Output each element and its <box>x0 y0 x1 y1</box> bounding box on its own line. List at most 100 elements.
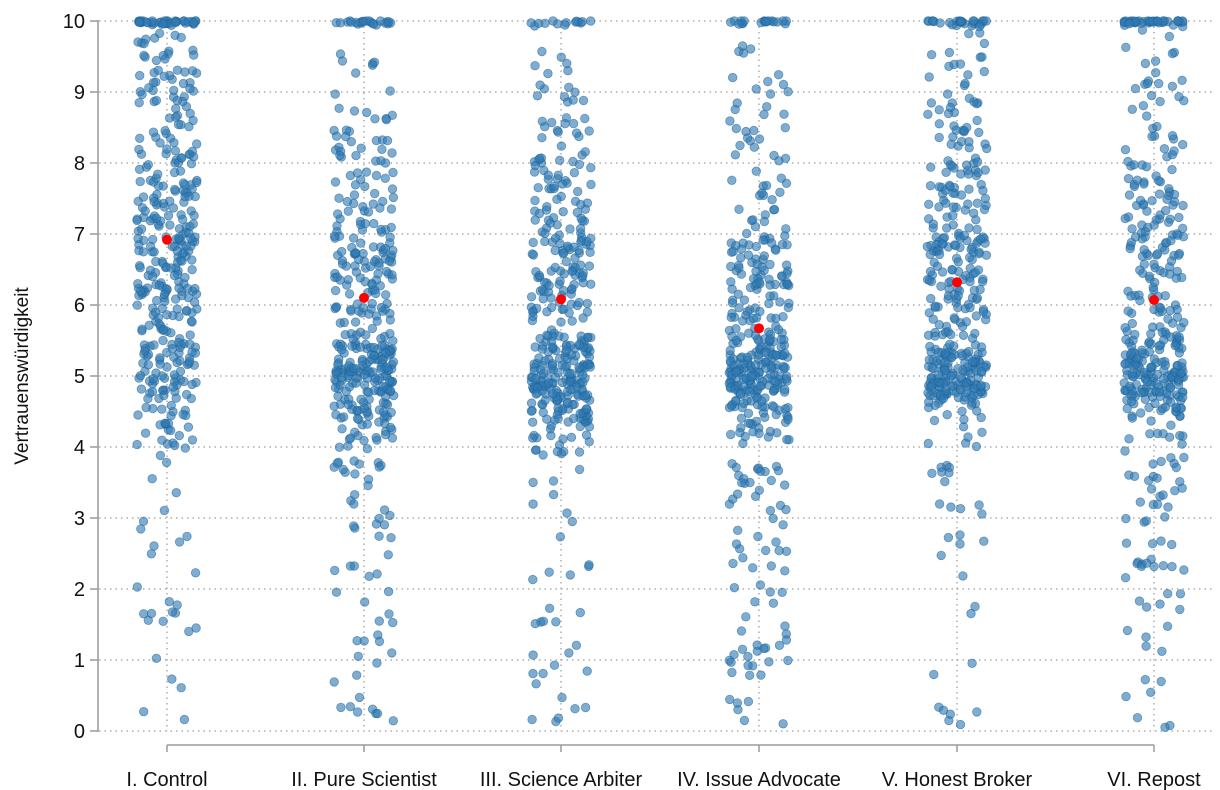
data-point <box>585 247 595 258</box>
data-point <box>538 450 548 460</box>
data-point <box>562 58 572 69</box>
data-point <box>538 616 549 627</box>
data-point <box>548 342 558 352</box>
data-point <box>934 119 945 129</box>
data-point <box>1140 58 1151 69</box>
data-point <box>979 66 990 77</box>
data-point <box>158 19 169 29</box>
data-point <box>956 372 966 382</box>
data-point <box>930 400 940 411</box>
data-point <box>766 561 777 571</box>
data-point <box>334 193 344 203</box>
data-point <box>332 458 343 468</box>
data-point <box>346 306 356 316</box>
data-point <box>567 516 578 527</box>
data-point <box>170 440 180 451</box>
data-point <box>330 89 340 99</box>
data-point <box>185 83 195 94</box>
data-point <box>349 561 360 571</box>
data-point <box>159 289 170 300</box>
data-point <box>1170 340 1180 351</box>
data-point <box>190 568 201 578</box>
data-point <box>929 415 940 426</box>
data-point <box>970 268 980 278</box>
data-point <box>134 133 145 144</box>
data-point <box>176 32 186 43</box>
data-point <box>148 374 159 384</box>
data-point <box>549 660 560 670</box>
data-point <box>536 365 546 375</box>
data-point <box>945 709 956 719</box>
data-point <box>380 243 391 254</box>
data-point <box>750 491 761 502</box>
data-point <box>343 399 353 410</box>
data-point <box>1123 306 1133 316</box>
data-point <box>576 237 586 247</box>
data-point <box>1146 90 1157 101</box>
data-point <box>1130 329 1140 340</box>
data-point <box>774 545 784 556</box>
data-point <box>164 597 175 607</box>
data-point <box>385 422 396 433</box>
data-point <box>972 293 983 303</box>
data-point <box>739 295 750 305</box>
data-point <box>335 150 345 161</box>
data-point <box>370 114 380 124</box>
data-point <box>958 571 968 581</box>
data-point <box>566 432 577 443</box>
data-point <box>778 79 789 90</box>
data-point <box>1177 483 1187 493</box>
data-point <box>336 702 346 713</box>
data-point <box>738 374 749 384</box>
data-point <box>159 505 170 516</box>
data-point <box>775 297 785 307</box>
data-point <box>372 316 382 326</box>
data-point <box>1123 173 1134 184</box>
data-point <box>769 204 780 215</box>
data-point <box>778 520 788 530</box>
data-point <box>1164 31 1175 42</box>
data-point <box>926 293 936 304</box>
x-tick-label: IV. Issue Advocate <box>677 769 841 790</box>
data-point <box>783 86 793 97</box>
data-point <box>1127 104 1138 115</box>
data-point <box>782 279 793 289</box>
data-point <box>956 385 966 395</box>
data-point <box>169 184 180 195</box>
data-point <box>735 427 745 438</box>
data-point <box>736 388 746 399</box>
data-point <box>372 658 382 668</box>
data-point <box>348 334 358 344</box>
data-point <box>761 545 771 556</box>
data-point <box>146 608 157 619</box>
data-point <box>1127 413 1138 423</box>
data-point <box>1179 565 1189 575</box>
data-point <box>528 668 538 679</box>
data-point <box>538 668 548 679</box>
data-point <box>953 363 963 374</box>
data-point <box>332 272 342 282</box>
data-point <box>1155 303 1166 313</box>
data-point <box>531 679 541 689</box>
data-point <box>732 489 743 499</box>
data-point <box>1135 497 1146 507</box>
data-point <box>356 238 366 248</box>
data-point <box>1167 48 1178 59</box>
data-point <box>371 519 382 529</box>
data-point <box>385 86 395 96</box>
data-point <box>940 348 951 358</box>
data-point <box>359 380 370 390</box>
data-point <box>388 336 398 346</box>
data-point <box>134 17 145 28</box>
data-point <box>349 521 359 531</box>
data-point <box>1125 243 1135 254</box>
data-point <box>1142 78 1153 89</box>
data-point <box>925 249 935 260</box>
tick-labels: 0 1 2 3 4 5 6 7 8 9 10 I. Control II. Pure Scientist… <box>63 11 1201 790</box>
data-point <box>352 670 362 680</box>
data-point <box>757 396 767 406</box>
data-point <box>964 223 974 233</box>
data-point <box>783 302 794 313</box>
data-point <box>544 567 554 577</box>
data-point <box>757 188 767 198</box>
